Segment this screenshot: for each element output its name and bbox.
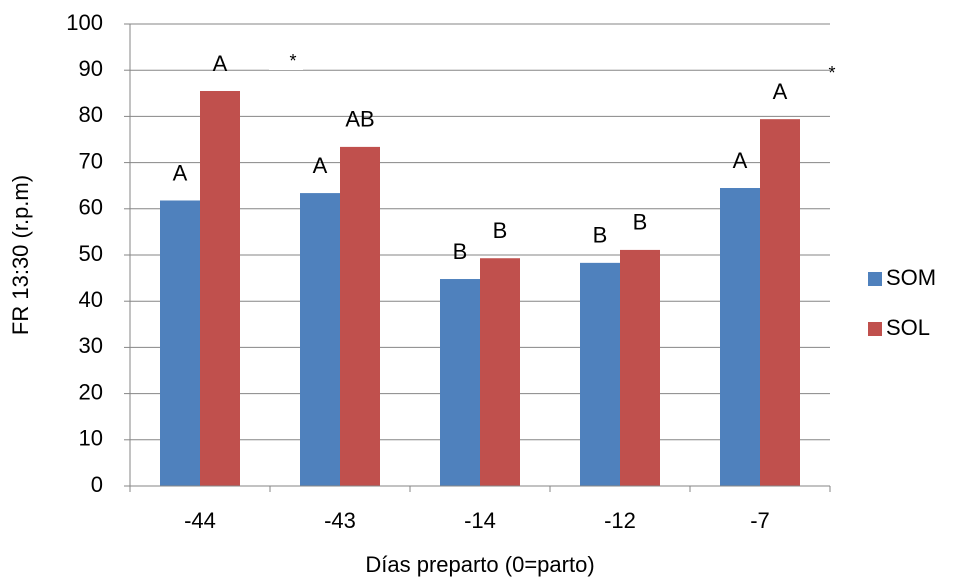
legend-swatch (868, 272, 882, 286)
x-tick-label: -43 (324, 508, 356, 533)
bar-letter: AB (345, 107, 374, 132)
y-tick-label: 60 (79, 195, 103, 220)
bar (760, 119, 800, 486)
bar-letter: A (173, 160, 188, 185)
y-tick-label: 70 (79, 148, 103, 173)
x-tick-label: -12 (604, 508, 636, 533)
legend-label: SOL (886, 315, 930, 340)
bar-letter: B (633, 210, 648, 235)
bar (340, 146, 380, 486)
bar (620, 249, 660, 486)
x-tick-label: -14 (464, 508, 496, 533)
x-axis-title: Días preparto (0=parto) (365, 552, 594, 577)
y-tick-label: 100 (66, 10, 103, 35)
bar (580, 262, 620, 486)
y-tick-label: 80 (79, 102, 103, 127)
bar-letter: A (213, 51, 228, 76)
bar (480, 258, 520, 486)
bar (160, 200, 200, 486)
bar (200, 90, 240, 487)
y-tick-label: 40 (79, 287, 103, 312)
x-tick-label: -44 (184, 508, 216, 533)
legend-label: SOM (886, 265, 936, 290)
y-tick-label: 90 (79, 56, 103, 81)
bar-letter: B (493, 218, 508, 243)
y-axis-title: FR 13:30 (r.p.m) (8, 175, 33, 335)
legend-swatch (868, 322, 882, 336)
x-tick-label: -7 (750, 508, 770, 533)
bar-letter: B (453, 239, 468, 264)
bar (300, 193, 340, 487)
bar-letter: B (593, 223, 608, 248)
y-tick-label: 50 (79, 241, 103, 266)
y-tick-label: 0 (91, 472, 103, 497)
bar (440, 279, 480, 486)
label-backing (269, 50, 303, 70)
bar (720, 188, 760, 486)
significance-mark: * (289, 51, 296, 71)
significance-mark: * (828, 63, 835, 83)
bar-letter: A (733, 148, 748, 173)
bar-letter: A (313, 153, 328, 178)
y-tick-label: 10 (79, 426, 103, 451)
y-tick-label: 30 (79, 333, 103, 358)
y-tick-label: 20 (79, 379, 103, 404)
bar-letter: A (773, 79, 788, 104)
